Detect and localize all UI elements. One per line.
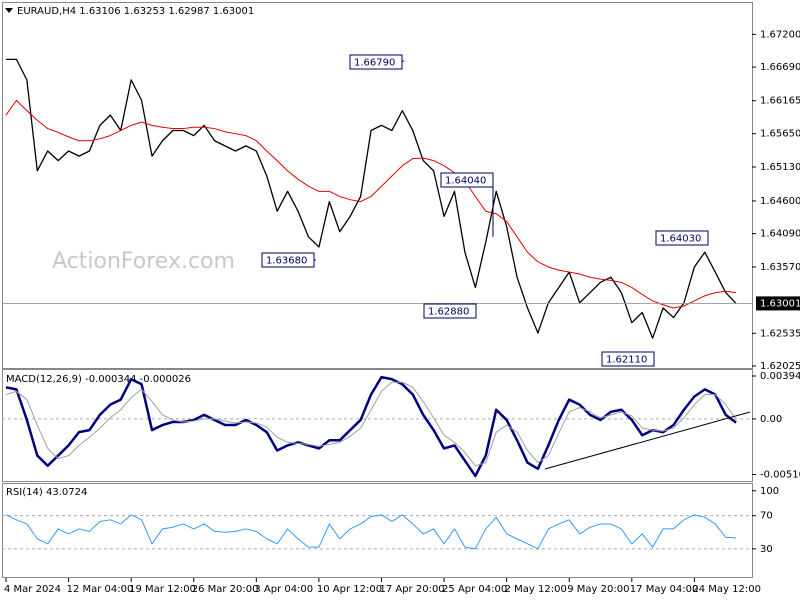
y-tick-label: 1.65650: [760, 129, 800, 140]
x-tick-label: 17 Apr 20:00: [379, 584, 444, 595]
annotation-label: 1.62880: [428, 307, 469, 318]
annotation-box: [349, 54, 403, 70]
x-tick-label: 2 May 12:00: [505, 584, 567, 595]
y-tick-label: 1.63570: [760, 262, 800, 273]
last-price-label: 1.63001: [760, 298, 800, 309]
annotation-label: 1.64030: [660, 234, 701, 245]
x-tick-label: 4 Mar 2024: [4, 584, 61, 595]
rsi-title: RSI(14) 43.0724: [6, 487, 87, 498]
x-tick-label: 9 May 20:00: [567, 584, 629, 595]
chart-title: EURAUD,H4 1.63106 1.63253 1.62987 1.6300…: [17, 6, 254, 17]
annotation-label: 1.66790: [354, 58, 395, 69]
y-tick-label: 100: [760, 486, 779, 497]
x-tick-label: 25 Apr 04:00: [442, 584, 507, 595]
x-tick-label: 24 May 12:00: [692, 584, 761, 595]
trend-line: [544, 411, 751, 470]
x-tick-label: 10 Apr 12:00: [317, 584, 382, 595]
x-tick-label: 26 Mar 20:00: [192, 584, 259, 595]
annotation-label: 1.62110: [606, 355, 647, 366]
macd-title: MACD(12,26,9) -0.000344 -0.000026: [6, 374, 191, 385]
panel-frame: [2, 483, 753, 578]
watermark: ActionForex.com: [52, 249, 235, 274]
series-line: [5, 381, 737, 467]
x-tick-label: 17 May 04:00: [630, 584, 699, 595]
y-tick-label: 70: [760, 511, 773, 522]
y-tick-label: 1.66690: [760, 62, 800, 73]
y-tick-label: 0.003941: [760, 371, 800, 382]
y-tick-label: 0.00: [760, 414, 782, 425]
panel-frame: [2, 2, 753, 369]
y-tick-label: 1.62535: [760, 328, 800, 339]
annotation-box: [655, 230, 709, 246]
series-line: [5, 99, 737, 309]
annotation-label: 1.63680: [266, 256, 307, 267]
series-line: [5, 375, 737, 478]
series-line: [5, 514, 737, 550]
y-tick-label: 1.67200: [760, 29, 800, 40]
x-tick-label: 12 Mar 04:00: [67, 584, 134, 595]
y-tick-label: 30: [760, 544, 773, 555]
menu-arrow[interactable]: [5, 8, 13, 13]
annotation-label: 1.64040: [445, 176, 486, 187]
annotation-box: [261, 252, 315, 268]
y-tick-label: 1.64600: [760, 196, 800, 207]
series-line: [6, 58, 737, 339]
y-tick-label: 1.66165: [760, 96, 800, 107]
x-tick-label: 3 Apr 04:00: [254, 584, 313, 595]
y-tick-label: 1.62025: [760, 361, 800, 372]
x-tick-label: 19 Mar 12:00: [129, 584, 196, 595]
y-tick-label: 1.64090: [760, 229, 800, 240]
last-price-box: [756, 296, 800, 311]
annotation-box: [440, 172, 494, 188]
y-tick-label: 1.65130: [760, 162, 800, 173]
y-tick-label: -0.005103: [760, 469, 800, 480]
annotation-box: [601, 351, 655, 367]
annotation-box: [423, 303, 477, 319]
panel-frame: [2, 369, 753, 482]
